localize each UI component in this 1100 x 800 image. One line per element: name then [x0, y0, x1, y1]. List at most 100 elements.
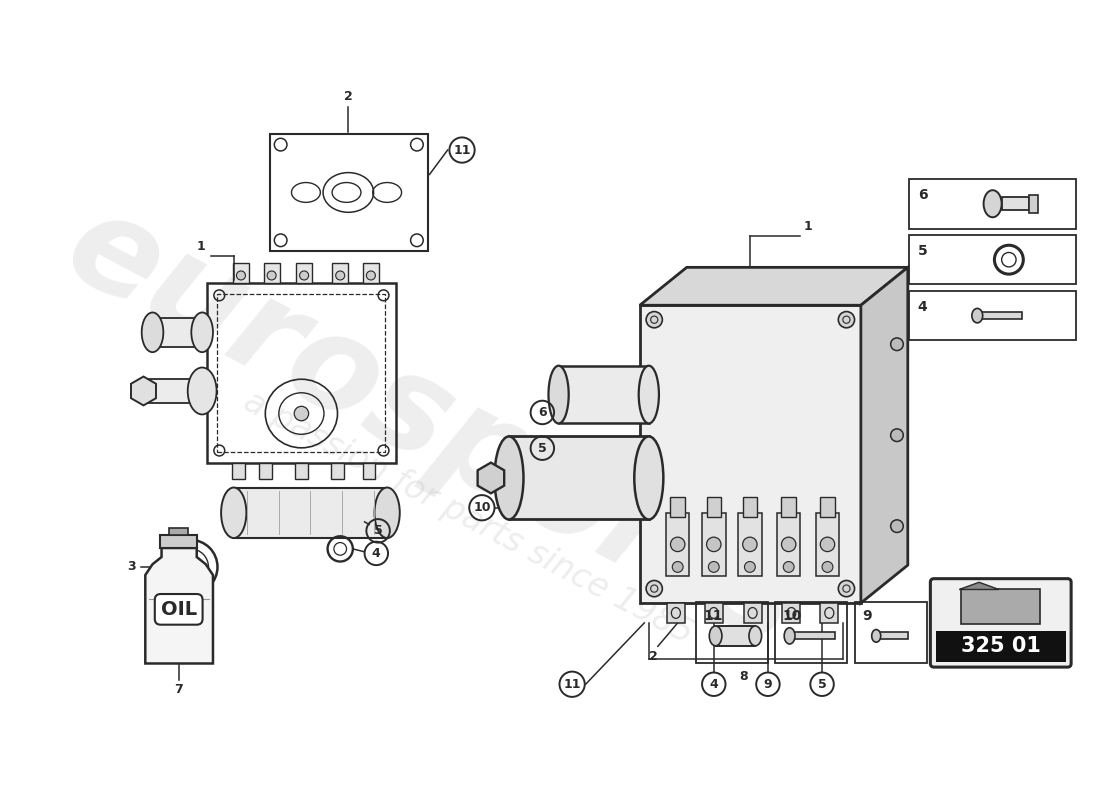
Polygon shape — [959, 582, 999, 590]
Text: 5: 5 — [374, 524, 383, 538]
Text: 2: 2 — [344, 90, 353, 103]
Bar — [738, 513, 761, 576]
Ellipse shape — [639, 366, 659, 423]
Ellipse shape — [374, 487, 399, 538]
Ellipse shape — [494, 437, 524, 519]
Bar — [855, 602, 926, 663]
Bar — [233, 263, 249, 282]
Text: 6: 6 — [538, 406, 547, 419]
Text: 325 01: 325 01 — [960, 636, 1041, 656]
Ellipse shape — [781, 537, 796, 551]
Ellipse shape — [142, 313, 163, 352]
Bar — [782, 603, 801, 623]
Ellipse shape — [635, 437, 663, 519]
Bar — [232, 463, 244, 479]
Text: 7: 7 — [174, 683, 183, 696]
Text: 9: 9 — [763, 678, 772, 690]
Bar — [816, 513, 839, 576]
Ellipse shape — [299, 271, 309, 280]
Bar — [706, 498, 721, 518]
Bar — [296, 263, 312, 282]
Bar — [258, 463, 272, 479]
Ellipse shape — [749, 626, 761, 646]
Text: 2: 2 — [649, 650, 658, 663]
Bar — [160, 535, 197, 548]
Polygon shape — [477, 462, 504, 494]
Ellipse shape — [838, 581, 855, 597]
Bar — [143, 379, 202, 402]
Bar — [153, 318, 202, 346]
Ellipse shape — [745, 562, 756, 572]
Text: 1: 1 — [196, 240, 205, 253]
Text: 8: 8 — [739, 670, 748, 683]
Text: 5: 5 — [917, 244, 927, 258]
Text: 6: 6 — [917, 188, 927, 202]
Bar — [936, 631, 1066, 662]
Bar — [790, 632, 835, 639]
Bar — [716, 626, 756, 646]
Bar — [331, 463, 344, 479]
Ellipse shape — [708, 562, 719, 572]
Bar — [168, 528, 188, 535]
FancyBboxPatch shape — [931, 578, 1071, 667]
Bar — [1028, 194, 1037, 213]
Bar — [877, 632, 908, 638]
Ellipse shape — [972, 309, 982, 323]
Bar — [671, 498, 685, 518]
Ellipse shape — [221, 487, 246, 538]
Bar — [909, 179, 1076, 229]
Polygon shape — [131, 377, 156, 406]
Bar — [207, 282, 396, 463]
Bar — [1002, 198, 1028, 210]
Text: 4: 4 — [917, 300, 927, 314]
Bar — [559, 366, 649, 423]
Text: 3: 3 — [128, 561, 136, 574]
Ellipse shape — [336, 271, 344, 280]
Ellipse shape — [191, 313, 213, 352]
Text: 10: 10 — [473, 502, 491, 514]
Text: 11: 11 — [703, 610, 723, 623]
Ellipse shape — [710, 626, 722, 646]
Text: 11: 11 — [453, 143, 471, 157]
Ellipse shape — [188, 367, 217, 414]
Text: 5: 5 — [538, 442, 547, 454]
Ellipse shape — [871, 630, 881, 642]
Bar — [666, 513, 690, 576]
Bar — [742, 498, 757, 518]
Bar — [640, 306, 861, 603]
Ellipse shape — [267, 271, 276, 280]
Bar — [332, 263, 349, 282]
Bar — [695, 602, 768, 663]
Ellipse shape — [891, 520, 903, 533]
Bar — [295, 463, 308, 479]
Ellipse shape — [236, 271, 245, 280]
Ellipse shape — [366, 271, 375, 280]
Text: 11: 11 — [563, 678, 581, 690]
Ellipse shape — [891, 338, 903, 350]
Bar — [909, 291, 1076, 341]
Text: 10: 10 — [782, 610, 802, 623]
Ellipse shape — [821, 537, 835, 551]
Ellipse shape — [838, 311, 855, 328]
Ellipse shape — [983, 190, 1002, 218]
Bar — [270, 134, 428, 251]
Bar — [781, 498, 796, 518]
Ellipse shape — [742, 537, 757, 551]
Ellipse shape — [671, 537, 685, 551]
Text: 4: 4 — [372, 547, 381, 560]
Ellipse shape — [706, 537, 721, 551]
Text: 1: 1 — [804, 220, 813, 233]
Ellipse shape — [646, 581, 662, 597]
Bar — [702, 513, 726, 576]
Bar — [264, 263, 279, 282]
Bar — [776, 602, 847, 663]
Bar — [777, 513, 801, 576]
Ellipse shape — [294, 406, 309, 421]
Ellipse shape — [672, 562, 683, 572]
Ellipse shape — [184, 561, 197, 574]
Text: eurosports: eurosports — [45, 181, 820, 674]
Bar — [509, 437, 649, 519]
Text: a passion for parts since 1985: a passion for parts since 1985 — [238, 385, 698, 650]
Polygon shape — [961, 590, 1041, 624]
Bar — [233, 487, 387, 538]
